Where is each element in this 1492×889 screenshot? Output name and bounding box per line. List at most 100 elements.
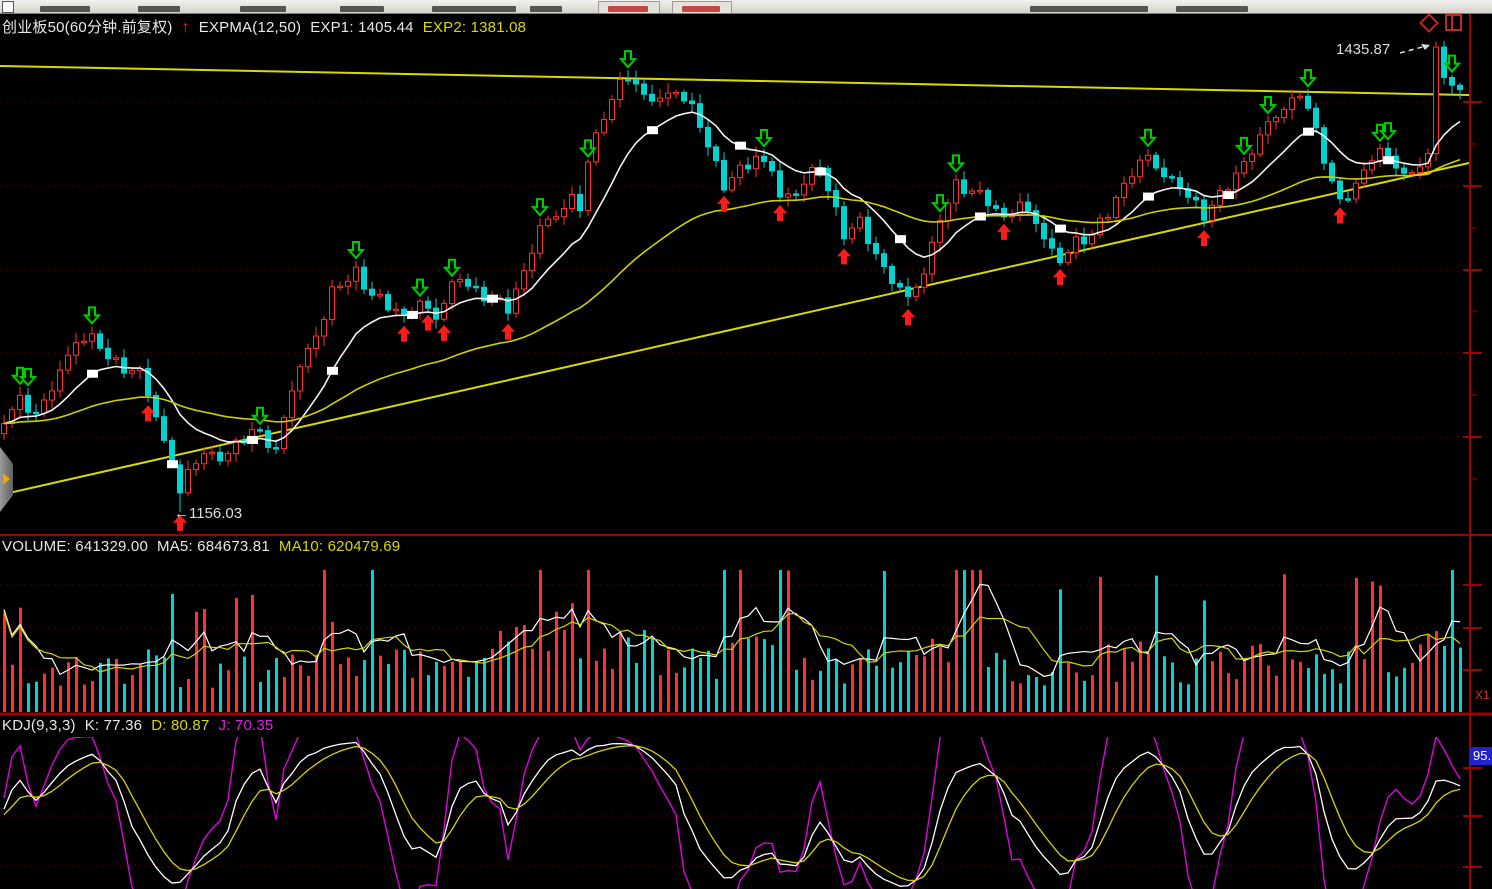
kdj-j-line (3, 737, 1461, 889)
sell-arrow-icon (618, 50, 638, 69)
gridlines-layer (0, 101, 1470, 868)
menu-item[interactable] (40, 6, 90, 12)
volume-bars-layer (3, 570, 1462, 712)
buy-arrow-icon (501, 323, 515, 340)
sell-arrow-icon (250, 406, 270, 426)
buy-arrow-icon (837, 248, 851, 265)
menu-item-red[interactable] (682, 6, 720, 12)
exp1-line (3, 111, 1461, 443)
menu-item[interactable] (530, 6, 562, 12)
sell-arrow-icon (1378, 122, 1398, 141)
volume-ma5-line (3, 583, 1461, 678)
buy-arrow-icon (717, 195, 731, 212)
split-window-icon[interactable] (1445, 14, 1462, 31)
main-chart-header[interactable]: 创业板50(60分钟.前复权) ↑ EXPMA(12,50) EXP1: 1405.4… (2, 16, 535, 37)
white-square-marker (647, 126, 658, 135)
volume-header[interactable]: VOLUME: 641329.00 MA5: 684673.81 MA10: 620… (2, 538, 409, 555)
buy-arrow-icon (901, 308, 915, 325)
trendline-upper (0, 65, 1470, 96)
exp1-value: EXP1: 1405.44 (310, 19, 414, 36)
sell-arrow-icon (442, 258, 462, 278)
exp2-value: EXP2: 1381.08 (422, 19, 527, 36)
white-square-marker (1055, 224, 1066, 233)
buy-arrow-icon (421, 314, 435, 331)
buy-arrow-icon (1197, 230, 1211, 247)
buy-arrow-icon (173, 514, 187, 531)
menu-item[interactable] (1176, 6, 1248, 12)
sell-arrow-icon (1258, 95, 1278, 115)
sell-arrow-icon (1442, 54, 1462, 74)
expand-arrow-icon (3, 473, 10, 485)
menu-item[interactable] (1030, 6, 1148, 12)
sell-arrow-icon (1298, 68, 1318, 88)
sell-arrow-icon (410, 278, 430, 298)
trendlines-layer (0, 65, 1470, 496)
buy-arrow-icon (397, 325, 411, 342)
sell-arrow-icon (754, 129, 774, 148)
indicator-name[interactable]: EXPMA(12,50) (198, 19, 302, 36)
buy-arrow-icon (141, 405, 155, 422)
white-square-marker (1383, 156, 1394, 165)
sell-arrow-icon (930, 194, 950, 213)
diamond-icon[interactable] (1419, 12, 1439, 33)
white-square-marker (487, 294, 498, 303)
white-square-marker (815, 167, 826, 176)
white-square-marker (1143, 192, 1154, 201)
menu-bar[interactable] (0, 0, 1492, 14)
signal-arrows-layer (10, 50, 1462, 531)
kdj-k-value: K: 77.36 (84, 717, 143, 734)
white-square-marker (1223, 191, 1234, 200)
sell-arrow-icon (530, 198, 550, 217)
kdj-title[interactable]: KDJ(9,3,3) (2, 717, 76, 734)
menu-item[interactable] (432, 6, 516, 12)
kdj-d-line (3, 745, 1461, 882)
white-square-marker (167, 460, 178, 469)
white-square-marker (735, 141, 746, 150)
high-price-annotation: 1435.87 (1336, 41, 1391, 58)
expma-layer (3, 111, 1461, 443)
white-square-marker (327, 366, 338, 375)
white-square-marker (975, 212, 986, 221)
up-arrow-icon: ↑ (181, 19, 190, 36)
sell-arrow-icon (346, 241, 366, 260)
kdj-d-value: D: 80.87 (151, 717, 210, 734)
white-square-marker (1303, 127, 1314, 136)
volume-ma10-line (3, 611, 1461, 673)
buy-arrow-icon (773, 205, 787, 222)
trendline-lower (0, 162, 1470, 496)
vol-ma10-value: MA10: 620479.69 (278, 538, 401, 555)
buy-arrow-icon (437, 324, 451, 341)
white-square-marker (247, 435, 258, 444)
kdj-layer (3, 737, 1461, 889)
sell-arrow-icon (578, 139, 598, 158)
sell-arrow-icon (946, 154, 966, 173)
white-square-marker (407, 310, 418, 319)
buy-arrow-icon (1333, 207, 1347, 224)
menu-item[interactable] (240, 6, 286, 12)
window-controls (1419, 12, 1462, 33)
white-square-marker (87, 369, 98, 378)
volume-scale-label: X1 (1475, 688, 1490, 702)
low-price-annotation: ←1156.03 (174, 505, 243, 522)
buy-arrow-icon (997, 223, 1011, 240)
sell-arrow-icon (1138, 128, 1158, 148)
vol-ma5-value: MA5: 684673.81 (157, 538, 270, 555)
sell-arrow-icon (1234, 136, 1254, 156)
kdj-header[interactable]: KDJ(9,3,3) K: 77.36 D: 80.87 J: 70.35 (2, 717, 282, 734)
marker-layer (87, 126, 1394, 469)
buy-arrow-icon (1053, 268, 1067, 285)
menu-item[interactable] (138, 6, 180, 12)
kdj-k-line (3, 741, 1461, 887)
axis-layer (0, 14, 1492, 889)
sell-arrow-icon (82, 306, 102, 325)
exp2-line (3, 158, 1461, 425)
kdj-j-value: J: 70.35 (218, 717, 274, 734)
symbol-title: 创业板50(60分钟.前复权) (2, 19, 173, 36)
app-logo-icon[interactable] (2, 1, 14, 13)
menu-item-red[interactable] (608, 6, 648, 12)
menu-item[interactable] (340, 6, 384, 12)
sidebar-expand-handle[interactable] (0, 447, 13, 512)
white-square-marker (895, 235, 906, 244)
volume-ma-layer (3, 583, 1461, 678)
